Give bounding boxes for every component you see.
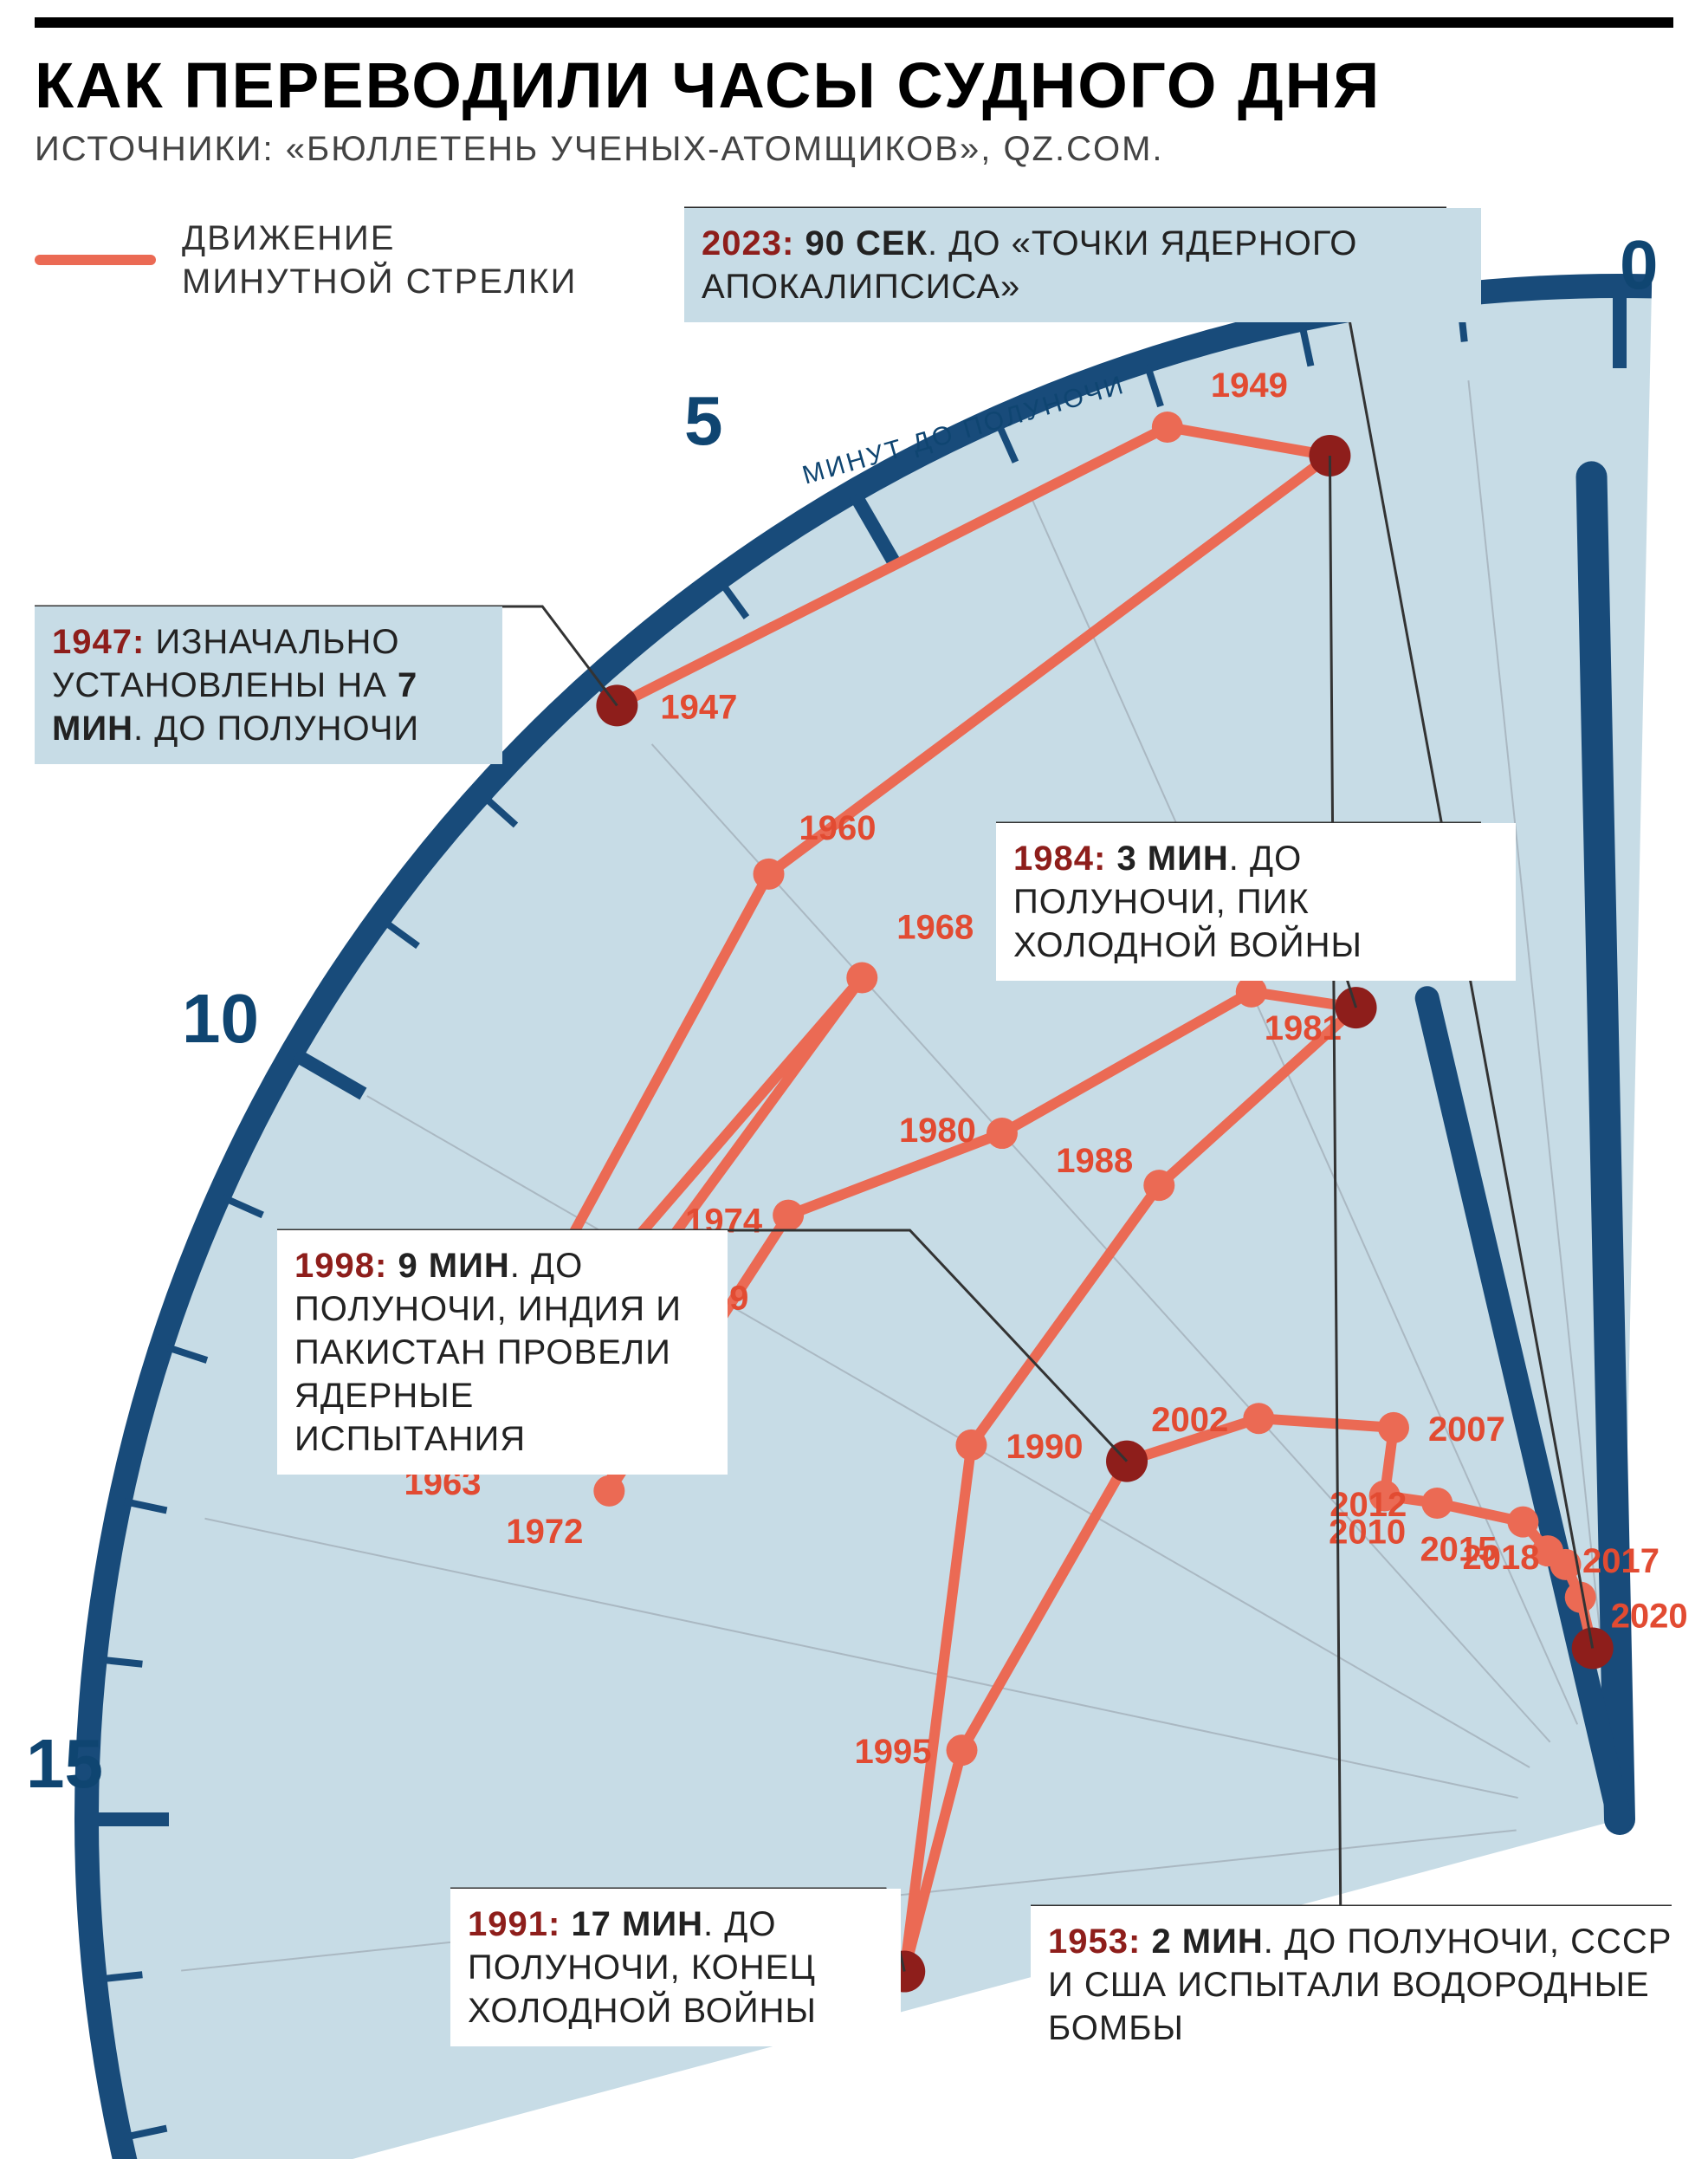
data-point bbox=[1507, 1507, 1538, 1538]
data-point bbox=[987, 1118, 1018, 1149]
callout-year: 1953: bbox=[1048, 1922, 1141, 1961]
callout-c1984: 1984: 3 МИН. ДО ПОЛУНОЧИ, ПИК ХОЛОДНОЙ В… bbox=[996, 823, 1516, 981]
callout-c2023: 2023: 90 СЕК. ДО «ТОЧКИ ЯДЕРНОГО АПОКАЛИ… bbox=[684, 208, 1481, 322]
data-point-label: 2017 bbox=[1582, 1542, 1659, 1580]
callout-c1953: 1953: 2 МИН. ДО ПОЛУНОЧИ, СССР И США ИСП… bbox=[1031, 1906, 1706, 2064]
data-point bbox=[1378, 1412, 1409, 1443]
clock-face bbox=[87, 286, 1652, 2159]
axis-label-0: 0 bbox=[1620, 225, 1659, 305]
data-point-label: 1949 bbox=[1211, 366, 1288, 405]
data-point bbox=[1152, 412, 1183, 443]
data-point-label: 2020 bbox=[1611, 1598, 1688, 1636]
data-point-label: 1960 bbox=[799, 809, 877, 847]
data-point-label: 1988 bbox=[1056, 1142, 1133, 1180]
data-point bbox=[955, 1430, 987, 1461]
data-point bbox=[593, 1475, 624, 1507]
doomsday-clock-chart: 1947194919601963196819691972197419801981… bbox=[0, 0, 1708, 2159]
callout-c1991: 1991: 17 МИН. ДО ПОЛУНОЧИ, КОНЕЦ ХОЛОДНО… bbox=[450, 1889, 901, 2046]
tick-mark bbox=[100, 1974, 143, 1979]
callout-value: 9 МИН bbox=[398, 1247, 509, 1285]
data-point bbox=[773, 1200, 804, 1231]
data-point-label: 1947 bbox=[660, 688, 737, 726]
callout-year: 1984: bbox=[1013, 840, 1106, 878]
data-point-label: 2002 bbox=[1151, 1401, 1228, 1439]
axis-label-15: 15 bbox=[26, 1724, 103, 1804]
data-point bbox=[1143, 1170, 1174, 1201]
data-point bbox=[754, 859, 785, 890]
callout-value: 2 МИН bbox=[1151, 1922, 1263, 1961]
callout-c1998: 1998: 9 МИН. ДО ПОЛУНОЧИ, ИНДИЯ И ПАКИСТ… bbox=[277, 1230, 728, 1475]
data-point bbox=[1243, 1403, 1274, 1434]
callout-year: 1991: bbox=[468, 1905, 560, 1943]
data-point-label: 1981 bbox=[1265, 1009, 1342, 1047]
data-point-label: 2007 bbox=[1428, 1410, 1505, 1449]
callout-year: 1998: bbox=[294, 1247, 387, 1285]
data-point-label: 1968 bbox=[896, 909, 974, 947]
callout-value: 17 МИН bbox=[571, 1905, 703, 1943]
callout-text: . ДО «ТОЧКИ ЯДЕРНОГО АПОКАЛИПСИСА» bbox=[702, 224, 1357, 306]
data-point bbox=[1236, 976, 1267, 1008]
data-point-label: 1990 bbox=[1006, 1428, 1083, 1466]
tick-mark bbox=[100, 1660, 143, 1664]
axis-label-5: 5 bbox=[684, 381, 723, 461]
callout-text: . ДО ПОЛУНОЧИ bbox=[133, 710, 419, 748]
data-point bbox=[946, 1734, 977, 1766]
axis-label-10: 10 bbox=[182, 979, 259, 1059]
data-point-label: 2012 bbox=[1330, 1486, 1407, 1524]
data-point bbox=[846, 963, 877, 994]
data-point bbox=[1421, 1488, 1452, 1519]
page: КАК ПЕРЕВОДИЛИ ЧАСЫ СУДНОГО ДНЯ ИСТОЧНИК… bbox=[0, 0, 1708, 2159]
callout-c1947: 1947: ИЗНАЧАЛЬНО УСТАНОВЛЕНЫ НА 7 МИН. Д… bbox=[35, 606, 502, 764]
data-point-label: 1980 bbox=[899, 1112, 976, 1150]
callout-value: 3 МИН bbox=[1116, 840, 1228, 878]
callout-value: 90 СЕК bbox=[805, 224, 928, 263]
callout-year: 1947: bbox=[52, 623, 145, 661]
callout-year: 2023: bbox=[702, 224, 794, 263]
data-point-label: 1995 bbox=[855, 1733, 932, 1771]
data-point-label: 1972 bbox=[506, 1513, 583, 1551]
data-point-label: 2018 bbox=[1463, 1539, 1540, 1577]
callout-text: . ДО ПОЛУНОЧИ, СССР И США ИСПЫТАЛИ ВОДОР… bbox=[1048, 1922, 1672, 2047]
